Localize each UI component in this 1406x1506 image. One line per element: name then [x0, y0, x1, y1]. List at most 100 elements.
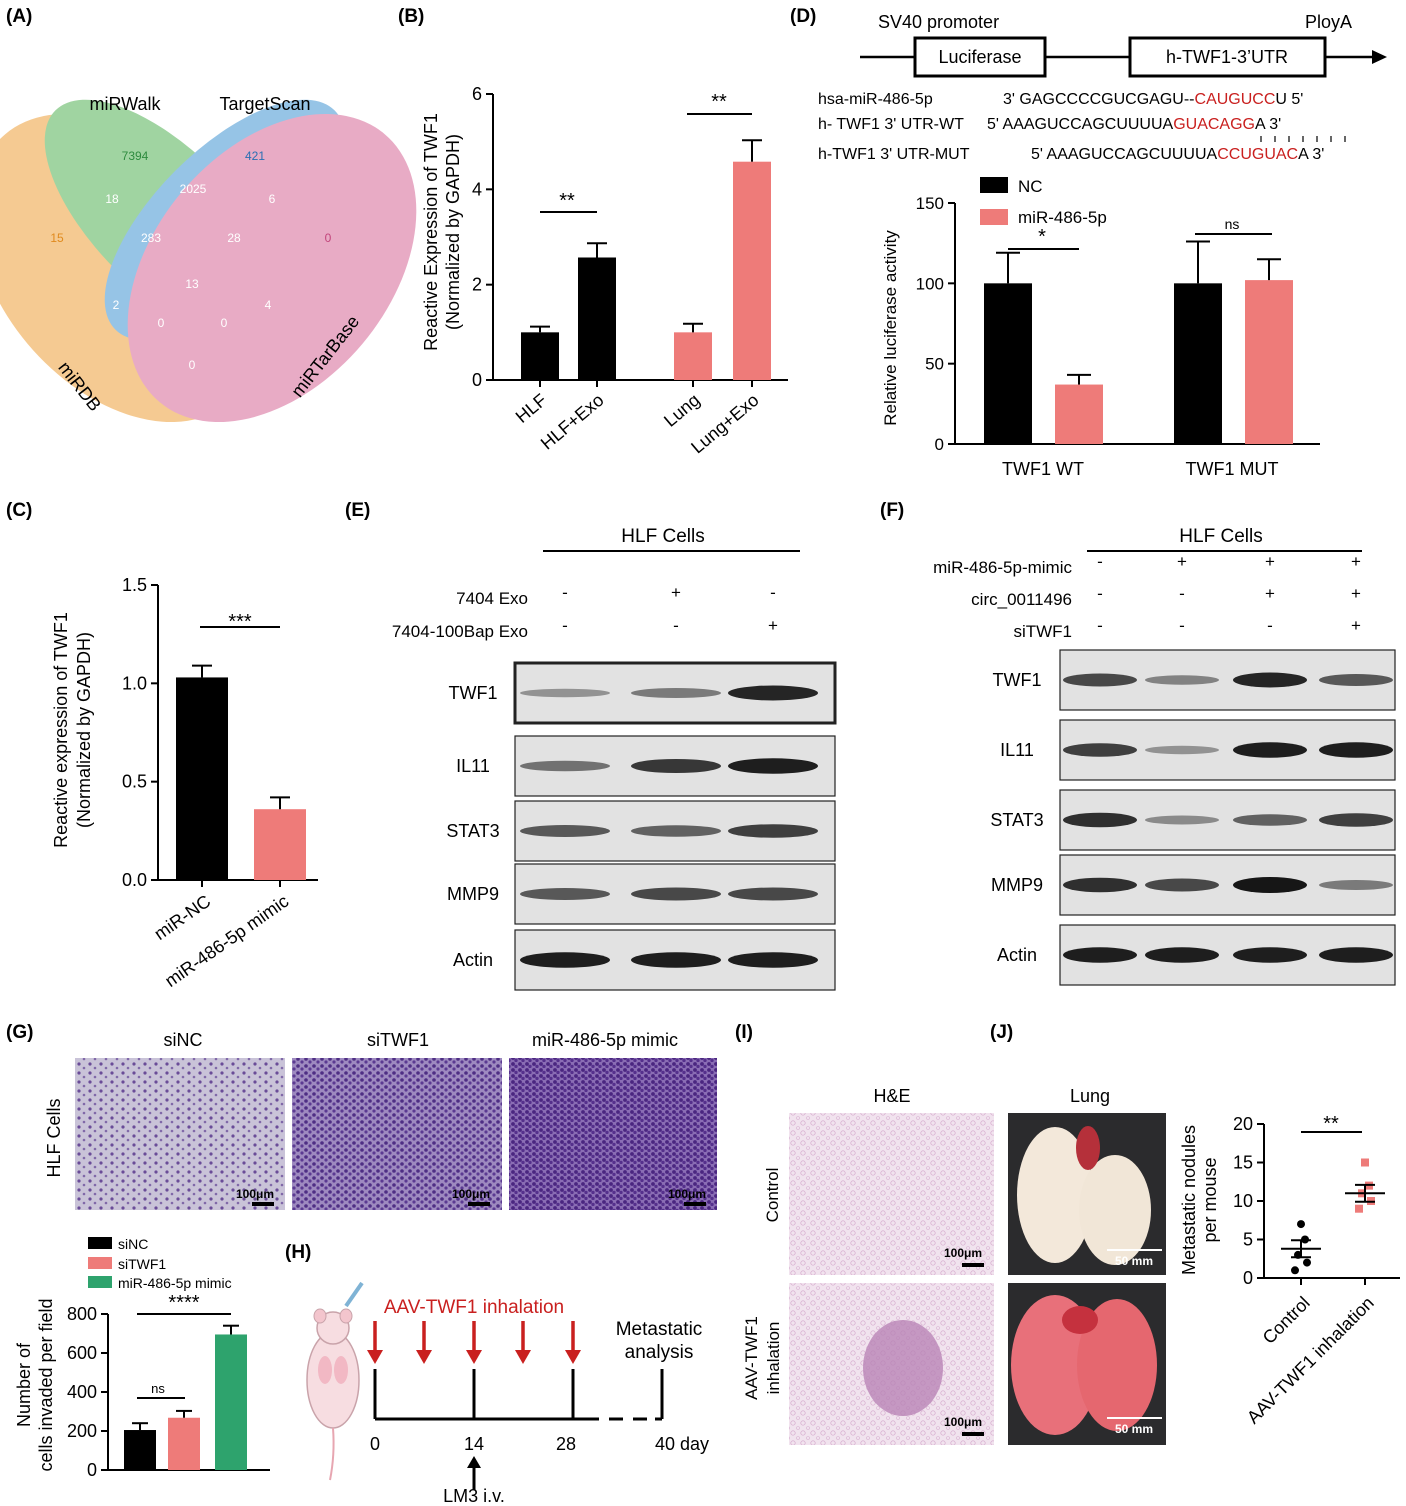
timeline-title: AAV-TWF1 inhalation	[384, 1297, 564, 1318]
y-tick-label: 800	[67, 1304, 97, 1324]
luciferase-label: Luciferase	[938, 47, 1021, 67]
condition-label: 7404 Exo	[456, 589, 528, 608]
image-title: miR-486-5p mimic	[532, 1030, 678, 1050]
panel-c-ylabel-2: (Normalized by GAPDH)	[74, 632, 94, 828]
protein-label: Actin	[997, 945, 1037, 965]
transwell-image-mimic	[509, 1058, 717, 1210]
blot-band	[520, 825, 610, 837]
panel-b-ylabel-1: Reactive Expression of TWF1	[421, 113, 441, 351]
col-label-lung: Lung	[1070, 1086, 1110, 1106]
arrow-icon	[1372, 50, 1387, 64]
col-label-he: H&E	[873, 1086, 910, 1106]
y-tick-label: 0.0	[122, 870, 147, 890]
sig-j: **	[1323, 1113, 1339, 1135]
sequence-block: hsa-miR-486-5p 3' GAGCCCCGUCGAGU--CAUGUC…	[818, 91, 1346, 163]
blot-band	[1233, 877, 1307, 893]
bar	[1055, 384, 1103, 444]
blot-band	[1145, 745, 1219, 755]
venn-count: 13	[185, 277, 199, 291]
blot-band	[1319, 813, 1393, 827]
seq-line: 5' AAAGUCCAGCUUUUACCUGUACA 3'	[1031, 146, 1324, 163]
row-label: HLF Cells	[44, 1098, 64, 1177]
data-point	[1355, 1204, 1363, 1213]
y-tick-label: 1.0	[122, 673, 147, 693]
panel-i: (I) H&E Lung Control AAV-TWF1 inhalation…	[735, 1022, 1166, 1445]
arrow-icon	[367, 1350, 383, 1364]
protein-label: Actin	[453, 950, 493, 970]
legend-swatch-mir	[980, 209, 1008, 225]
venn-count: 421	[245, 149, 265, 163]
blot-band	[1319, 947, 1393, 963]
condition-mark: -	[1179, 584, 1185, 603]
panel-d-ylabel: Relative luciferase activity	[881, 230, 900, 426]
venn-count: 15	[50, 231, 64, 245]
condition-mark: -	[1097, 552, 1103, 571]
injection-label: LM3 i.v.	[443, 1486, 505, 1506]
x-tick-label: TWF1 WT	[1002, 459, 1084, 479]
sig-b-1: **	[559, 190, 575, 212]
lung-hilum	[1076, 1126, 1100, 1170]
panel-e-label: (E)	[345, 500, 370, 521]
x-tick-label: AAV-TWF1 inhalation	[1243, 1293, 1378, 1428]
panel-h-label: (H)	[285, 1242, 311, 1263]
scale-bar-label: 50 mm	[1115, 1422, 1153, 1436]
data-point	[1297, 1220, 1305, 1229]
protein-label: STAT3	[990, 810, 1043, 830]
protein-label: TWF1	[993, 670, 1042, 690]
venn-count: 7394	[122, 149, 149, 163]
data-point	[1361, 1158, 1369, 1167]
y-tick-label: 0	[1243, 1268, 1253, 1288]
scale-bar	[962, 1263, 984, 1267]
protein-label: STAT3	[446, 821, 499, 841]
condition-label: circ_0011496	[971, 590, 1072, 609]
scale-bar-label: 100μm	[668, 1187, 706, 1201]
condition-mark: -	[562, 616, 568, 635]
transwell-image-sinc	[75, 1058, 285, 1210]
panel-j-label: (J)	[990, 1022, 1013, 1043]
x-tick-label: Lung	[660, 390, 704, 431]
tumor-nodule	[863, 1320, 943, 1416]
blot-band	[631, 759, 721, 773]
y-tick-label: 100	[916, 274, 944, 293]
day-label: 14	[464, 1434, 484, 1454]
blot-band	[1233, 742, 1307, 758]
condition-mark: +	[768, 616, 778, 635]
condition-mark: -	[770, 583, 776, 602]
day-label: 0	[370, 1434, 380, 1454]
blot-band	[1063, 877, 1137, 893]
blot-band	[520, 688, 610, 698]
scale-bar-label: 100μm	[944, 1246, 982, 1260]
bar	[168, 1417, 200, 1470]
bar	[521, 332, 559, 380]
blot-band	[728, 952, 818, 968]
y-tick-label: 0	[87, 1460, 97, 1480]
condition-mark: -	[1097, 584, 1103, 603]
bar	[124, 1430, 156, 1470]
x-tick-label: HLF+Exo	[537, 390, 608, 454]
scale-bar-label: 100μm	[944, 1415, 982, 1429]
panel-j-ylabel-2: per mouse	[1200, 1157, 1220, 1242]
panel-c-label: (C)	[6, 500, 32, 521]
sig-g-1: ns	[151, 1381, 165, 1396]
scale-bar	[684, 1202, 706, 1206]
panel-b-label: (B)	[398, 6, 424, 27]
day-label: 40 day	[655, 1434, 709, 1454]
he-image-control	[789, 1113, 994, 1275]
polya-label: PloyA	[1305, 12, 1352, 32]
venn-count: 0	[221, 316, 228, 330]
legend-label: siNC	[118, 1236, 148, 1252]
venn-count: 0	[325, 231, 332, 245]
x-tick-label: Control	[1259, 1293, 1314, 1348]
condition-label: 7404-100Bap Exo	[392, 622, 528, 641]
protein-label: MMP9	[447, 884, 499, 904]
condition-mark: -	[1097, 616, 1103, 635]
panel-b: (B) Reactive Expression of TWF1 (Normali…	[398, 6, 788, 458]
transwell-image-sitwf1	[292, 1058, 502, 1210]
seq-line: 5' AAAGUCCAGCUUUUAGUACAGGA 3'	[987, 116, 1281, 133]
venn-count: 2	[113, 298, 120, 312]
legend-label-nc: NC	[1018, 177, 1043, 196]
panel-g: (G) siNC siTWF1 miR-486-5p mimic HLF Cel…	[6, 1022, 717, 1480]
seq-name: hsa-miR-486-5p	[818, 91, 933, 108]
arrow-icon	[467, 1456, 481, 1468]
